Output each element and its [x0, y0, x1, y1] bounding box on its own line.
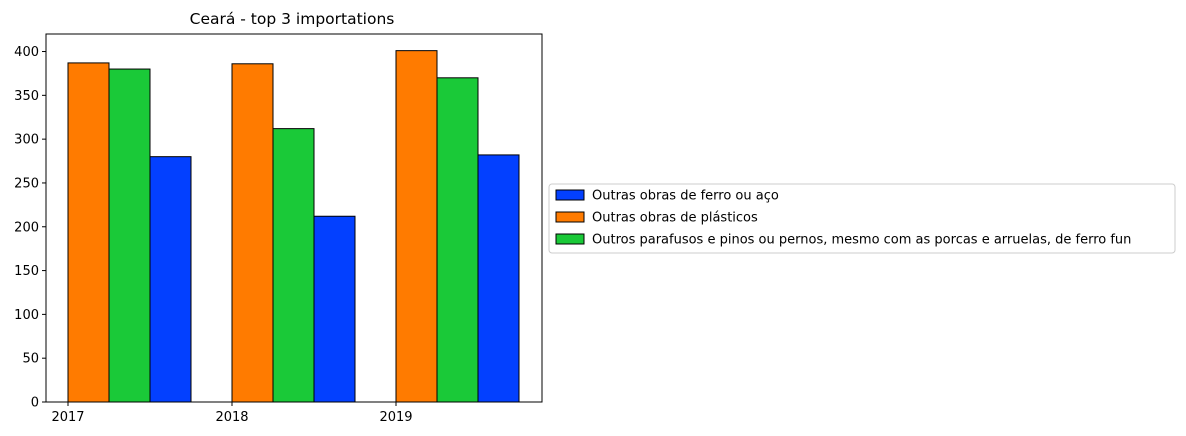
- bar-2017-outras-obras-de-plasticos: [67, 62, 110, 403]
- legend: Outras obras de ferro ou aço Outras obras…: [548, 183, 1176, 254]
- bar-2017-outros-parafusos-e-pinos-ou-pe: [108, 68, 151, 403]
- legend-label-outros-parafusos-e-pinos-ou-pe: Outros parafusos e pinos ou pernos, mesm…: [592, 233, 1131, 248]
- plot-frame: [45, 33, 543, 403]
- y-tick-label-400: 400: [14, 45, 39, 60]
- bar-2019-outras-obras-de-ferro-ou-aco: [477, 154, 520, 403]
- y-tick-label-350: 350: [14, 89, 39, 104]
- chart-title: Ceará - top 3 importations: [190, 10, 395, 28]
- y-tick-label-300: 300: [14, 133, 39, 148]
- legend-swatch-outras-obras-de-plasticos: [555, 211, 585, 223]
- legend-swatch-outros-parafusos-e-pinos-ou-pe: [555, 233, 585, 245]
- legend-label-outras-obras-de-ferro-ou-aco: Outras obras de ferro ou aço: [592, 189, 779, 204]
- bar-2017-outras-obras-de-ferro-ou-aco: [149, 156, 192, 403]
- bar-2019-outras-obras-de-plasticos: [395, 50, 438, 403]
- bar-2018-outras-obras-de-plasticos: [231, 63, 274, 403]
- bars-group: [67, 50, 520, 403]
- y-tick-label-50: 50: [22, 352, 39, 367]
- x-tick-label-2017: 2017: [51, 410, 84, 425]
- x-axis: 2017 2018 2019: [51, 402, 413, 425]
- y-tick-label-100: 100: [14, 308, 39, 323]
- legend-label-outras-obras-de-plasticos: Outras obras de plásticos: [592, 211, 758, 226]
- bar-2018-outras-obras-de-ferro-ou-aco: [313, 215, 356, 403]
- bar-2019-outros-parafusos-e-pinos-ou-pe: [436, 77, 479, 403]
- legend-swatch-outras-obras-de-ferro-ou-aco: [555, 189, 585, 201]
- bar-2018-outros-parafusos-e-pinos-ou-pe: [272, 128, 315, 403]
- x-tick-label-2019: 2019: [379, 410, 412, 425]
- y-tick-label-0: 0: [31, 396, 39, 411]
- y-axis: 0 50 100 150 200 250 300 350 400: [14, 45, 46, 411]
- y-tick-label-250: 250: [14, 176, 39, 191]
- y-tick-label-200: 200: [14, 220, 39, 235]
- legend-box: [548, 183, 1176, 254]
- x-tick-label-2018: 2018: [215, 410, 248, 425]
- y-tick-label-150: 150: [14, 264, 39, 279]
